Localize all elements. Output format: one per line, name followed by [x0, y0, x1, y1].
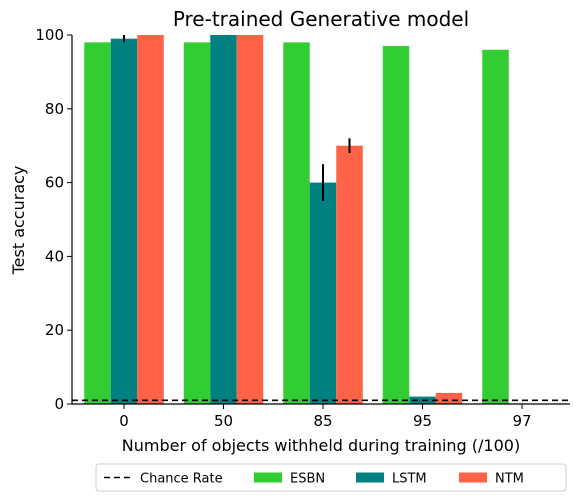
legend-label: ESBN	[290, 472, 325, 487]
legend-marker-esbn	[254, 472, 282, 483]
chart-title: Pre-trained Generative model	[173, 7, 469, 31]
bar-lstm-85	[309, 182, 337, 404]
legend-item-lstm: LSTM	[356, 472, 427, 487]
bar-lstm-0	[110, 38, 138, 404]
legend-box	[95, 463, 567, 492]
bar-esbn-97	[482, 49, 509, 404]
plot-area: 0 20 40 60 80 100 0 50 85 95 97	[35, 26, 570, 430]
y-axis-label: Test accuracy	[9, 166, 28, 276]
y-tick-label: 0	[54, 395, 64, 413]
x-axis-label: Number of objects withheld during traini…	[122, 436, 520, 455]
x-tick-label: 85	[313, 412, 332, 430]
bar-esbn-85	[283, 42, 310, 404]
series-esbn	[84, 42, 509, 404]
x-tick-label: 50	[214, 412, 233, 430]
bar-esbn-0	[84, 42, 111, 404]
legend-label: Chance Rate	[140, 472, 223, 487]
bar-ntm-50	[236, 35, 264, 404]
y-tick-label: 100	[35, 26, 64, 44]
bar-lstm-50	[210, 35, 237, 404]
x-tick-label: 97	[512, 412, 531, 430]
y-tick-label: 40	[45, 247, 64, 265]
bar-ntm-95	[435, 392, 463, 404]
y-tick-label: 60	[45, 174, 64, 192]
legend-item-esbn: ESBN	[254, 472, 325, 487]
series-lstm	[110, 35, 436, 404]
legend: Chance Rate ESBN LSTM NTM	[95, 463, 567, 492]
x-tick-label: 95	[413, 412, 432, 430]
legend-marker-lstm	[356, 472, 384, 483]
legend-label: NTM	[495, 472, 524, 487]
series-ntm	[137, 35, 463, 404]
y-tick-label: 20	[45, 321, 64, 339]
legend-marker-ntm	[459, 472, 487, 483]
bar-esbn-95	[382, 46, 410, 404]
bar-esbn-50	[183, 42, 211, 404]
legend-item-ntm: NTM	[459, 472, 524, 487]
bar-ntm-0	[137, 35, 164, 404]
legend-label: LSTM	[392, 472, 427, 487]
legend-item-chance-rate: Chance Rate	[104, 472, 223, 487]
y-tick-label: 80	[45, 100, 64, 118]
bar-ntm-85	[336, 145, 363, 404]
x-tick-label: 0	[119, 412, 129, 430]
